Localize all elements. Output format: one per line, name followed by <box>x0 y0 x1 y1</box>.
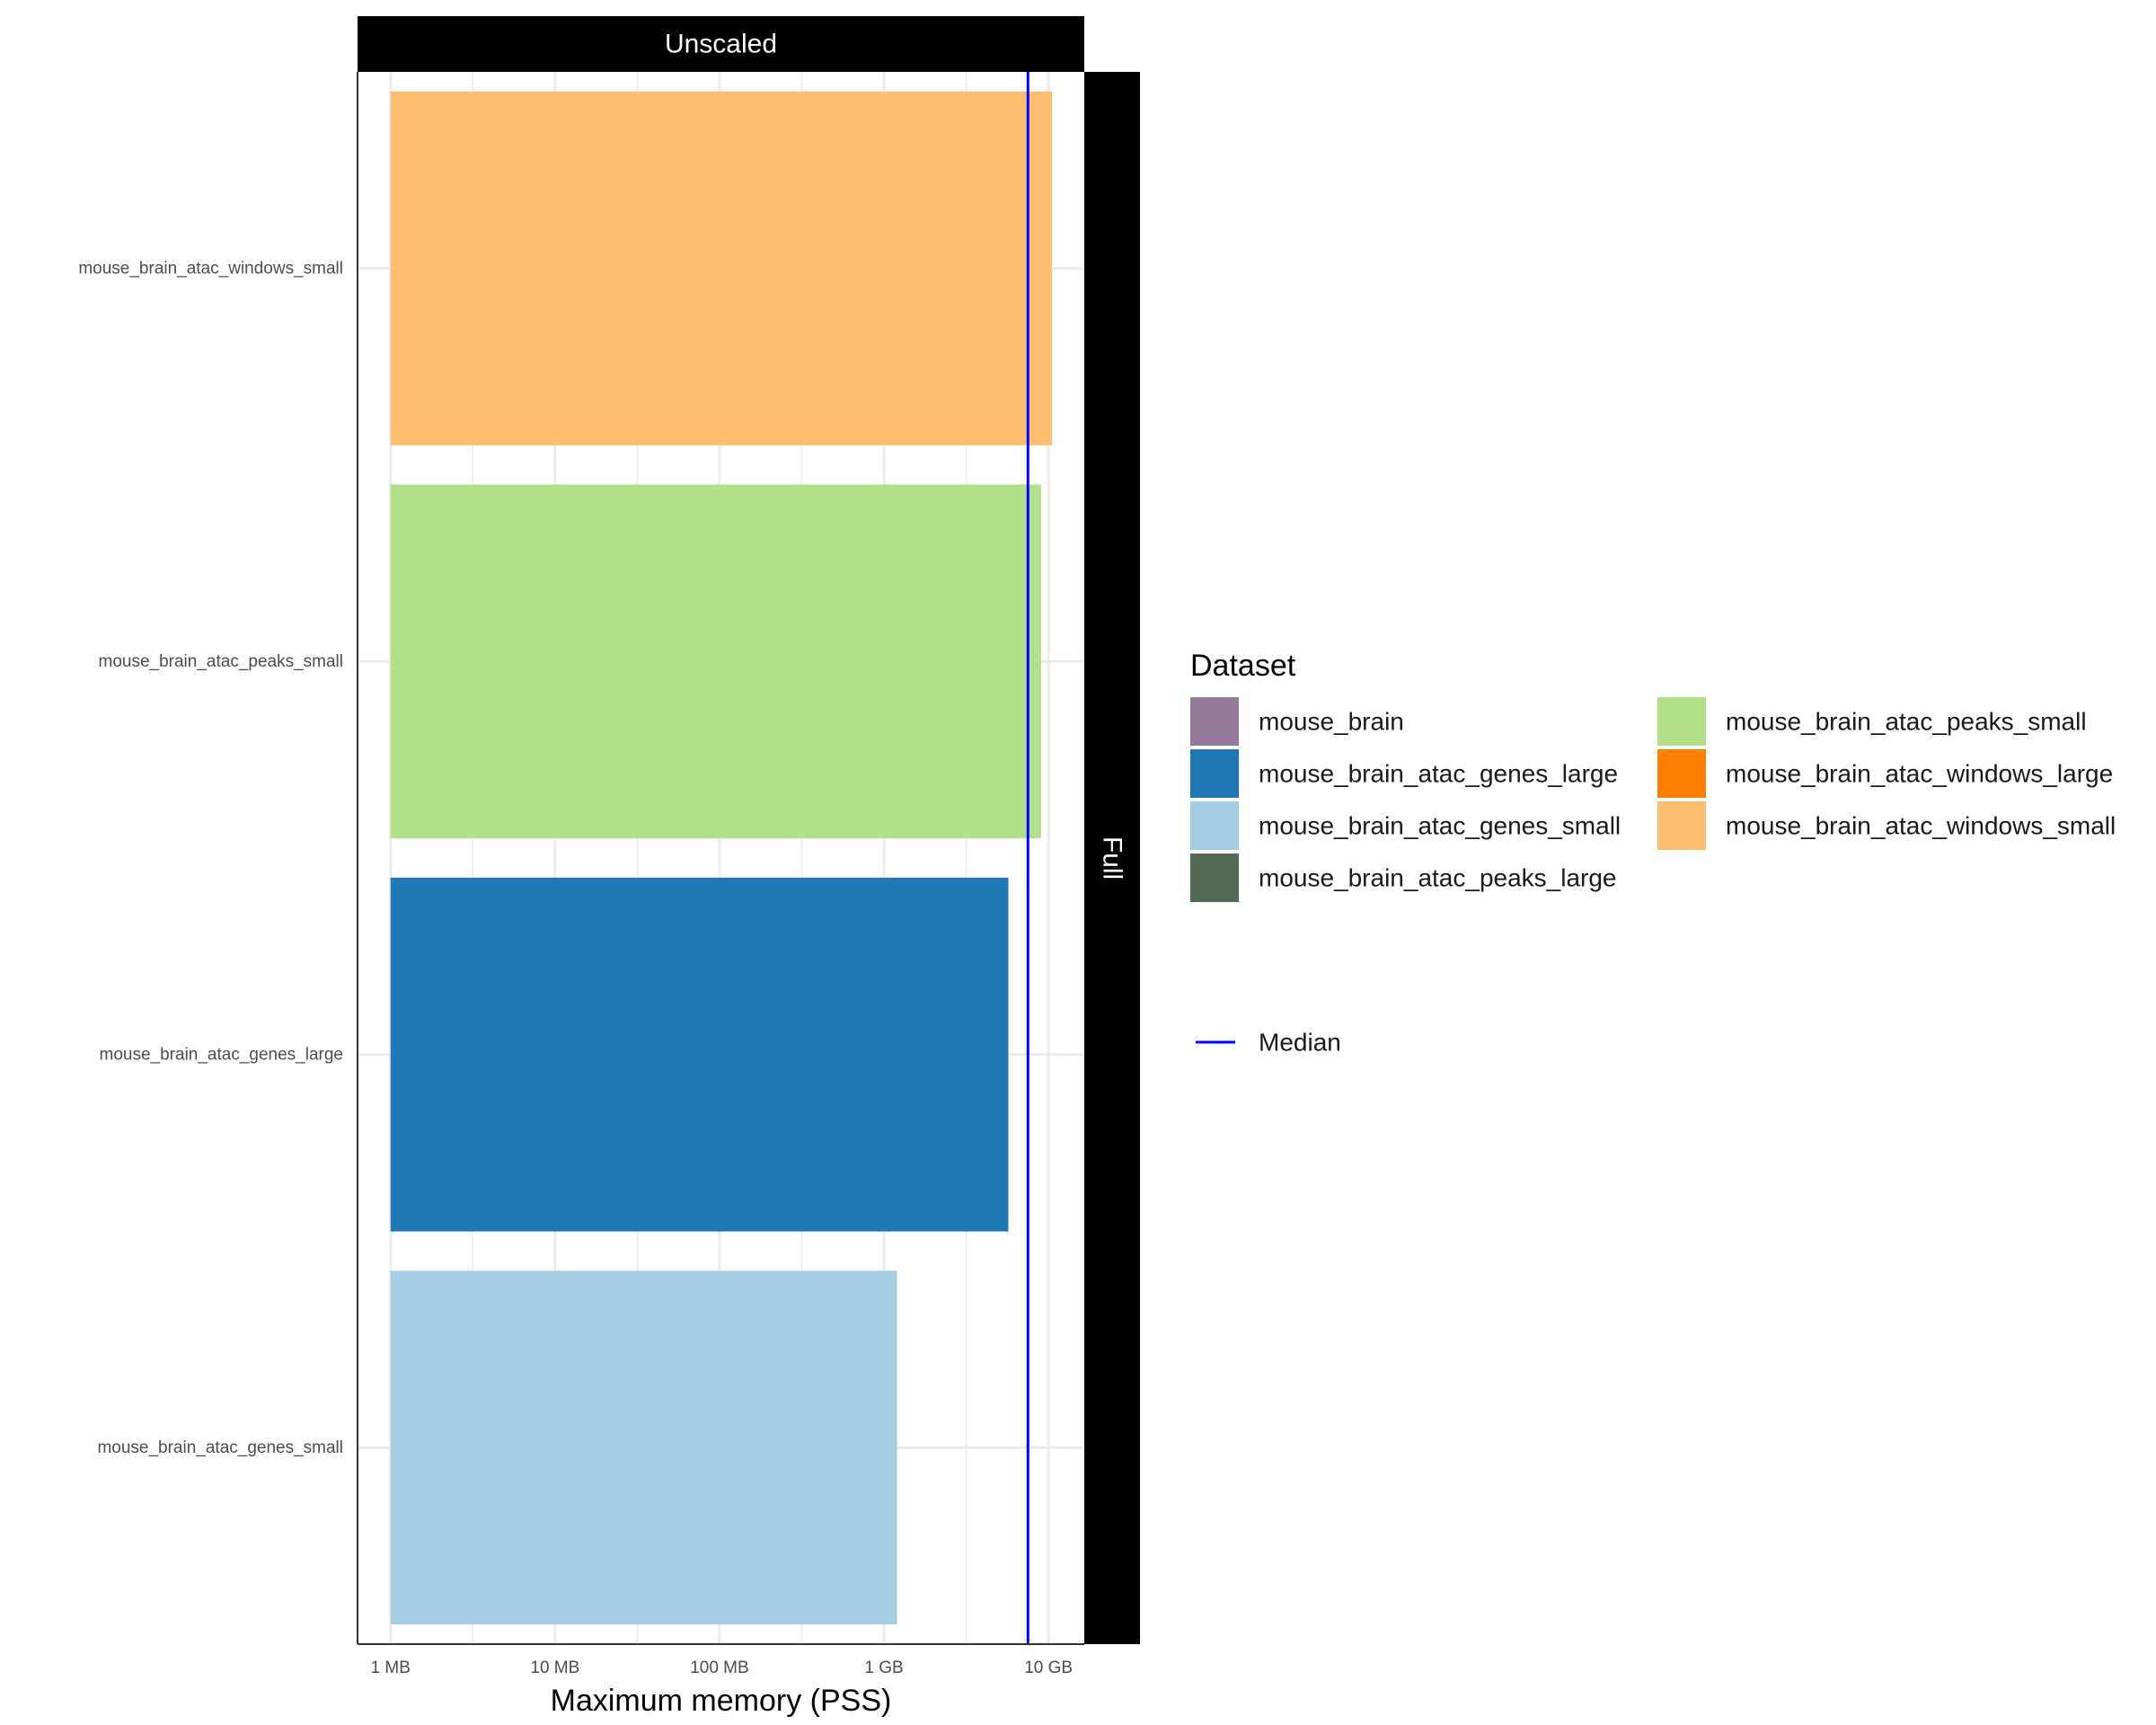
facet-strip-right-label: Full <box>1098 836 1127 880</box>
facet-strip-top-label: Unscaled <box>665 30 777 59</box>
facet-strip-top <box>358 16 1084 72</box>
y-category-label: mouse_brain_atac_genes_large <box>100 1045 343 1064</box>
x-tick-labels: 1 MB 10 MB 100 MB 1 GB 10 GB <box>371 1659 1074 1677</box>
bar-layer <box>390 91 1053 1625</box>
bar-mouse_brain_atac_genes_small <box>390 1270 897 1625</box>
legend-label: mouse_brain_atac_peaks_small <box>1726 708 2087 736</box>
legend-swatch <box>1657 697 1706 746</box>
legend: Dataset mouse_brain mouse_brain_atac_gene… <box>1190 649 2116 1057</box>
legend-swatch <box>1190 697 1239 746</box>
legend-label: mouse_brain_atac_genes_large <box>1259 760 1618 788</box>
legend-label: mouse_brain <box>1259 708 1404 736</box>
legend-median-label: Median <box>1259 1029 1341 1057</box>
y-category-labels: mouse_brain_atac_windows_small mouse_brai… <box>78 259 343 1457</box>
y-category-label: mouse_brain_atac_windows_small <box>78 259 343 278</box>
legend-swatch <box>1190 801 1239 850</box>
legend-entries: mouse_brainmouse_brain_atac_genes_largem… <box>1190 697 2116 902</box>
x-tick-label: 1 GB <box>864 1659 903 1677</box>
x-tick-label: 10 GB <box>1024 1659 1073 1677</box>
x-axis-title: Maximum memory (PSS) <box>551 1684 892 1718</box>
y-category-label: mouse_brain_atac_genes_small <box>97 1438 343 1457</box>
legend-label: mouse_brain_atac_genes_small <box>1259 812 1621 840</box>
legend-label: mouse_brain_atac_windows_large <box>1726 760 2113 788</box>
bar-mouse_brain_atac_genes_large <box>390 877 1009 1232</box>
legend-swatch <box>1657 749 1706 798</box>
x-tick-label: 1 MB <box>371 1659 411 1677</box>
legend-swatch <box>1190 854 1239 902</box>
legend-label: mouse_brain_atac_peaks_large <box>1259 864 1617 892</box>
facet-strip-right <box>1084 72 1140 1644</box>
legend-title: Dataset <box>1190 649 1296 683</box>
x-tick-label: 10 MB <box>530 1659 579 1677</box>
legend-label: mouse_brain_atac_windows_small <box>1726 812 2116 840</box>
bar-mouse_brain_atac_peaks_small <box>390 484 1041 839</box>
bar-mouse_brain_atac_windows_small <box>390 91 1053 446</box>
x-tick-label: 100 MB <box>690 1659 748 1677</box>
y-category-label: mouse_brain_atac_peaks_small <box>99 652 344 671</box>
legend-swatch <box>1657 801 1706 850</box>
legend-swatch <box>1190 749 1239 798</box>
